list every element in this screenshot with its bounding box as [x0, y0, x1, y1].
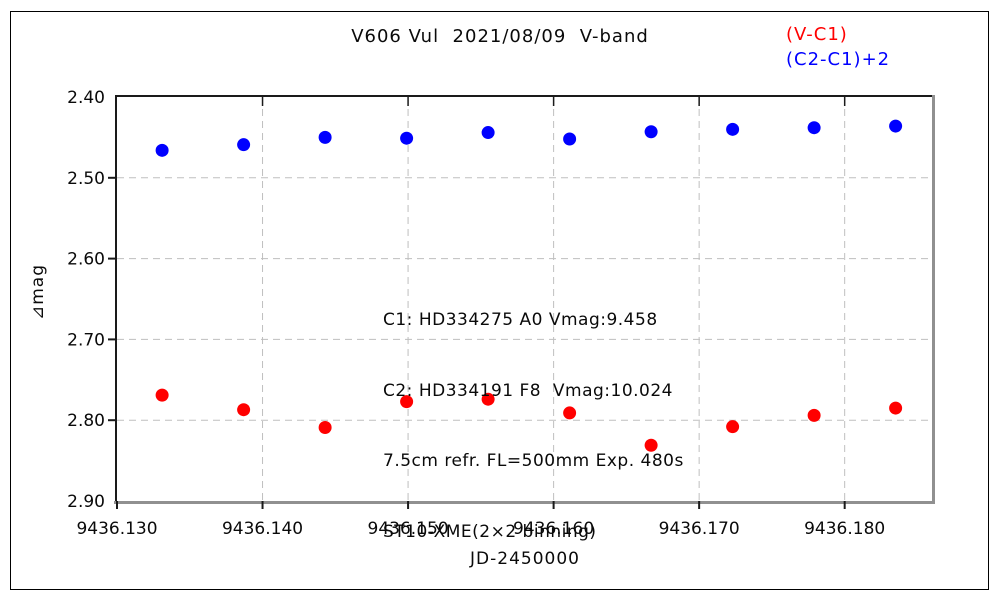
y-tick-label: 2.80 [67, 411, 105, 431]
data-point-v-c1 [563, 406, 577, 420]
plot-border-bottom [114, 501, 935, 504]
legend-entry-v-c1: (V-C1) [786, 24, 848, 45]
data-point-v-c1 [726, 420, 740, 434]
data-point-c2-c1 [318, 130, 332, 144]
x-tick-label: 9436.140 [222, 519, 303, 539]
data-point-v-c1 [807, 408, 821, 422]
y-tick-label: 2.50 [67, 169, 105, 189]
y-tick-label: 2.90 [67, 492, 105, 512]
data-point-v-c1 [237, 403, 251, 417]
data-point-v-c1 [155, 388, 169, 402]
y-tick-label: 2.60 [67, 250, 105, 270]
plot-border-right [932, 95, 935, 504]
data-point-c2-c1 [807, 121, 821, 135]
data-point-c2-c1 [889, 119, 903, 133]
observation-notes: C1: HD334275 A0 Vmag:9.458 C2: HD334191 … [383, 262, 684, 591]
data-point-c2-c1 [481, 126, 495, 140]
x-tick-label: 9436.180 [804, 519, 885, 539]
note-camera: ST10-XME(2×2 binning) [383, 521, 597, 542]
legend-entry-c2-c1: (C2-C1)+2 [786, 49, 891, 70]
x-tick-label: 9436.160 [513, 519, 594, 539]
plot-border-top [115, 95, 932, 97]
x-axis-title: JD-2450000 [470, 549, 580, 569]
chart-title: V606 Vul 2021/08/09 V-band [351, 26, 649, 47]
y-tick-label: 2.70 [67, 330, 105, 350]
data-point-c2-c1 [644, 125, 658, 139]
data-point-c2-c1 [237, 138, 251, 152]
x-tick-label: 9436.150 [368, 519, 449, 539]
x-tick-label: 9436.130 [76, 519, 157, 539]
note-comparison-star-1: C1: HD334275 A0 Vmag:9.458 [383, 310, 658, 330]
data-point-c2-c1 [726, 122, 740, 136]
data-point-v-c1 [400, 395, 414, 409]
legend: (V-C1) (C2-C1)+2 [786, 22, 890, 72]
data-point-c2-c1 [155, 143, 169, 157]
data-point-c2-c1 [563, 132, 577, 146]
y-axis-title: ⊿mag [28, 263, 48, 321]
figure-border [10, 11, 989, 590]
data-point-v-c1 [318, 420, 332, 434]
plot-border-left [115, 95, 117, 501]
y-tick-label: 2.40 [67, 88, 105, 108]
data-point-v-c1 [481, 392, 495, 406]
x-tick-label: 9436.170 [659, 519, 740, 539]
note-telescope: 7.5cm refr. FL=500mm Exp. 480s [383, 451, 684, 471]
data-point-v-c1 [644, 438, 658, 452]
data-point-v-c1 [889, 401, 903, 415]
data-point-c2-c1 [400, 131, 414, 145]
note-comparison-star-2: C2: HD334191 F8 Vmag:10.024 [383, 380, 674, 401]
